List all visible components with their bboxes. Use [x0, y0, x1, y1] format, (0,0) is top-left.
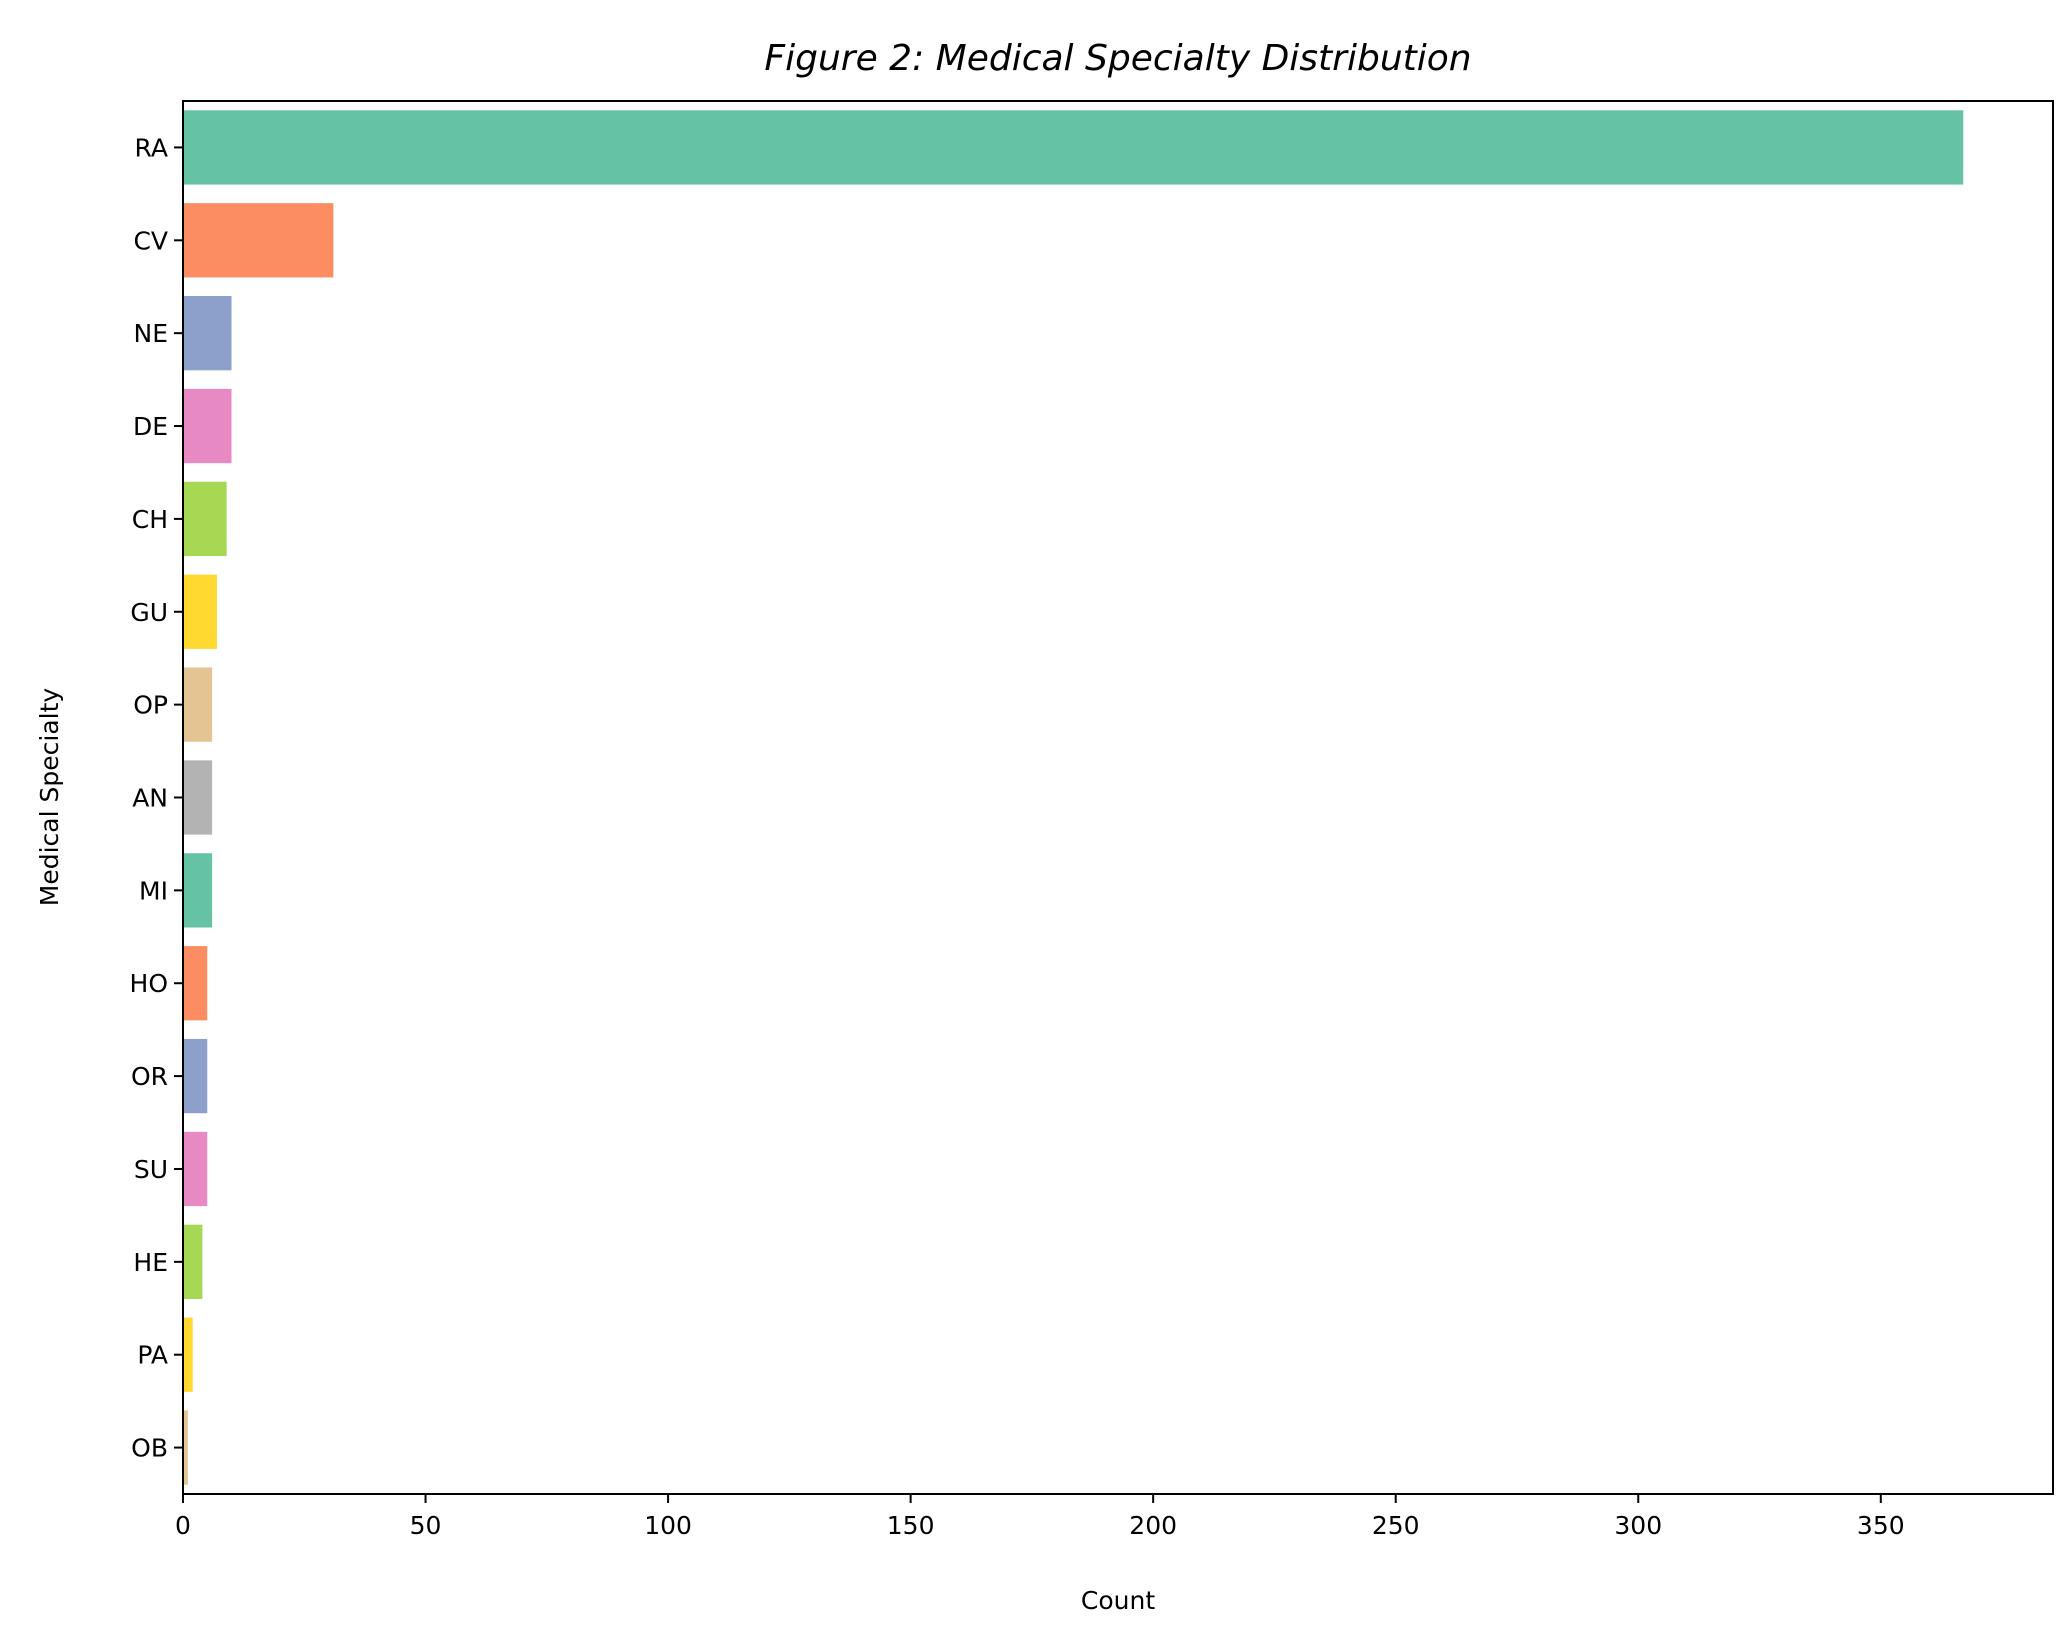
bar-mi	[183, 853, 213, 928]
x-tick-label: 50	[410, 1511, 442, 1540]
bar-pa	[183, 1317, 193, 1392]
bar-gu	[183, 574, 217, 649]
y-tick-label: OP	[133, 691, 168, 720]
x-tick-label: 0	[175, 1511, 191, 1540]
x-tick-label: 100	[644, 1511, 692, 1540]
bar-op	[183, 667, 213, 742]
y-tick-label: RA	[135, 133, 168, 162]
bar-ob	[183, 1410, 188, 1485]
y-tick-label: PA	[137, 1341, 168, 1370]
y-axis-label: Medical Specialty	[35, 688, 64, 907]
plot-frame	[182, 100, 2054, 1495]
y-tick-label: DE	[133, 412, 168, 441]
ticks-layer: RA CV NE DE CH GU OP AN MI HO OR SU HE PA OB 0 50 100 150 2…	[130, 133, 1905, 1540]
y-tick-label: NE	[134, 319, 169, 348]
bar-ne	[183, 296, 232, 371]
bar-su	[183, 1131, 208, 1207]
y-tick-label: OB	[131, 1434, 168, 1463]
x-tick-label: 150	[887, 1511, 935, 1540]
x-tick-label: 350	[1857, 1511, 1905, 1540]
y-tick-label: HE	[133, 1248, 168, 1277]
bar-he	[183, 1224, 203, 1299]
bar-cv	[183, 203, 334, 278]
chart-title: Figure 2: Medical Specialty Distribution	[764, 38, 1471, 79]
y-tick-label: CH	[132, 505, 168, 534]
y-tick-label: HO	[130, 969, 168, 998]
bar-an	[183, 760, 213, 835]
y-tick-label: MI	[139, 876, 168, 905]
x-tick-label: 200	[1129, 1511, 1177, 1540]
y-tick-label: CV	[133, 226, 168, 255]
bar-ho	[183, 946, 208, 1021]
bars-layer	[183, 110, 1964, 1485]
bar-or	[183, 1038, 208, 1114]
y-tick-label: SU	[134, 1155, 168, 1184]
x-tick-label: 250	[1372, 1511, 1420, 1540]
y-tick-label: AN	[132, 784, 168, 813]
bar-ch	[183, 481, 227, 557]
x-tick-label: 300	[1614, 1511, 1662, 1540]
bar-ra	[183, 110, 1964, 185]
y-tick-label: OR	[131, 1062, 168, 1091]
x-axis-label: Count	[1081, 1586, 1155, 1615]
y-tick-label: GU	[130, 598, 168, 627]
bar-de	[183, 388, 232, 464]
